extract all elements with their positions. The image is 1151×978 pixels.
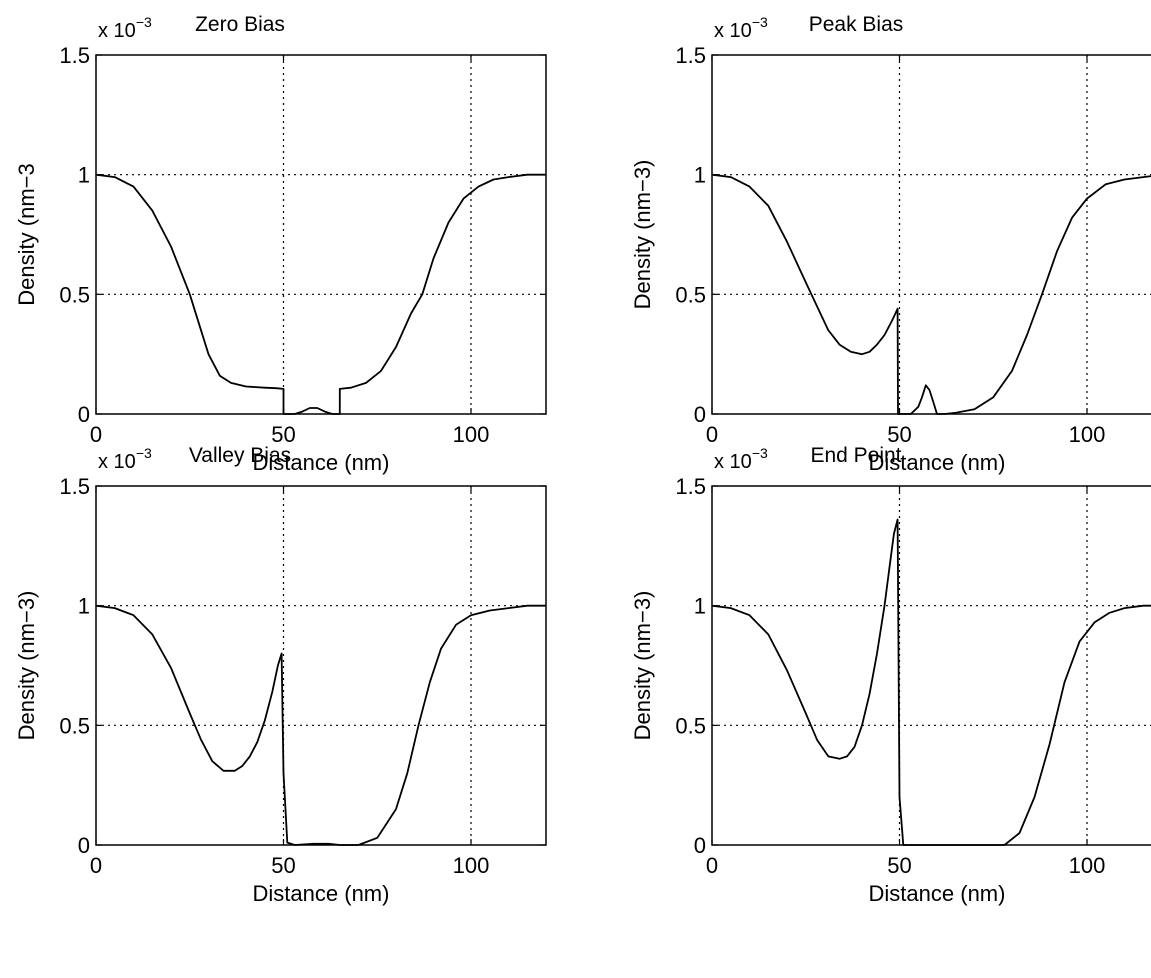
- density-curve: [95, 604, 546, 846]
- y-axis-label: Density (nm−3): [630, 160, 655, 310]
- y-tick-label: 1.5: [675, 43, 706, 68]
- axes-frame: [95, 485, 547, 846]
- axes-frame: [711, 54, 1151, 415]
- subplot-title: Valley Bias: [189, 444, 291, 467]
- x-tick-label: 100: [453, 853, 490, 878]
- density-curve: [711, 518, 1151, 846]
- y-tick-label: 1: [694, 163, 706, 188]
- x-tick-label: 0: [706, 422, 718, 447]
- scale-factor-label: x 10−3: [98, 445, 152, 473]
- y-axis-label: Density (nm−3): [630, 591, 655, 741]
- subplot-3: 0 50 100 0 0.5 1 1.5 Valley Bias x 10−3 Distance …: [14, 444, 547, 906]
- y-tick-label: 1.5: [59, 474, 90, 499]
- x-axis-label: Distance (nm): [869, 450, 1006, 475]
- y-tick-label: 1: [78, 163, 90, 188]
- scale-multiplier: x 10: [98, 451, 136, 473]
- y-tick-label: 0: [694, 402, 706, 427]
- x-tick-label: 0: [706, 853, 718, 878]
- y-tick-label: 1.5: [59, 43, 90, 68]
- scale-factor-label: x 10−3: [714, 14, 768, 42]
- y-tick-label: 1: [78, 594, 90, 619]
- scale-exponent: −3: [136, 445, 152, 461]
- subplot-4: 0 50 100 0 0.5 1 1.5 End Point x 10−3 Distance (n…: [630, 444, 1151, 906]
- axes-frame: [95, 54, 547, 415]
- y-tick-label: 0.5: [59, 282, 90, 307]
- scale-exponent: −3: [136, 14, 152, 30]
- y-tick-label: 0: [78, 833, 90, 858]
- scale-factor-label: x 10−3: [714, 445, 768, 473]
- x-tick-label: 50: [271, 422, 295, 447]
- y-tick-label: 0: [78, 402, 90, 427]
- y-tick-label: 1: [694, 594, 706, 619]
- y-axis-label: Density (nm−3: [14, 163, 39, 305]
- subplot-title: Zero Bias: [195, 13, 285, 36]
- x-tick-label: 0: [90, 422, 102, 447]
- scale-exponent: −3: [752, 445, 768, 461]
- y-tick-label: 0.5: [675, 713, 706, 738]
- density-curve: [711, 173, 1151, 415]
- x-tick-label: 100: [1069, 422, 1106, 447]
- x-axis-label: Distance (nm): [253, 450, 390, 475]
- density-curve: [95, 173, 546, 415]
- x-tick-label: 50: [887, 853, 911, 878]
- x-tick-label: 100: [1069, 853, 1106, 878]
- y-tick-label: 0.5: [59, 713, 90, 738]
- y-tick-label: 0: [694, 833, 706, 858]
- y-tick-label: 0.5: [675, 282, 706, 307]
- x-axis-label: Distance (nm): [253, 881, 390, 906]
- scale-factor-label: x 10−3: [98, 14, 152, 42]
- scale-multiplier: x 10: [98, 20, 136, 42]
- scale-exponent: −3: [752, 14, 768, 30]
- y-tick-label: 1.5: [675, 474, 706, 499]
- y-axis-label: Density (nm−3): [14, 591, 39, 741]
- subplot-title: Peak Bias: [809, 13, 904, 36]
- scale-multiplier: x 10: [714, 451, 752, 473]
- x-tick-label: 100: [453, 422, 490, 447]
- x-tick-label: 50: [887, 422, 911, 447]
- x-tick-label: 50: [271, 853, 295, 878]
- x-tick-label: 0: [90, 853, 102, 878]
- subplot-title: End Point: [810, 444, 901, 467]
- x-axis-label: Distance (nm): [869, 881, 1006, 906]
- axes-frame: [711, 485, 1151, 846]
- scale-multiplier: x 10: [714, 20, 752, 42]
